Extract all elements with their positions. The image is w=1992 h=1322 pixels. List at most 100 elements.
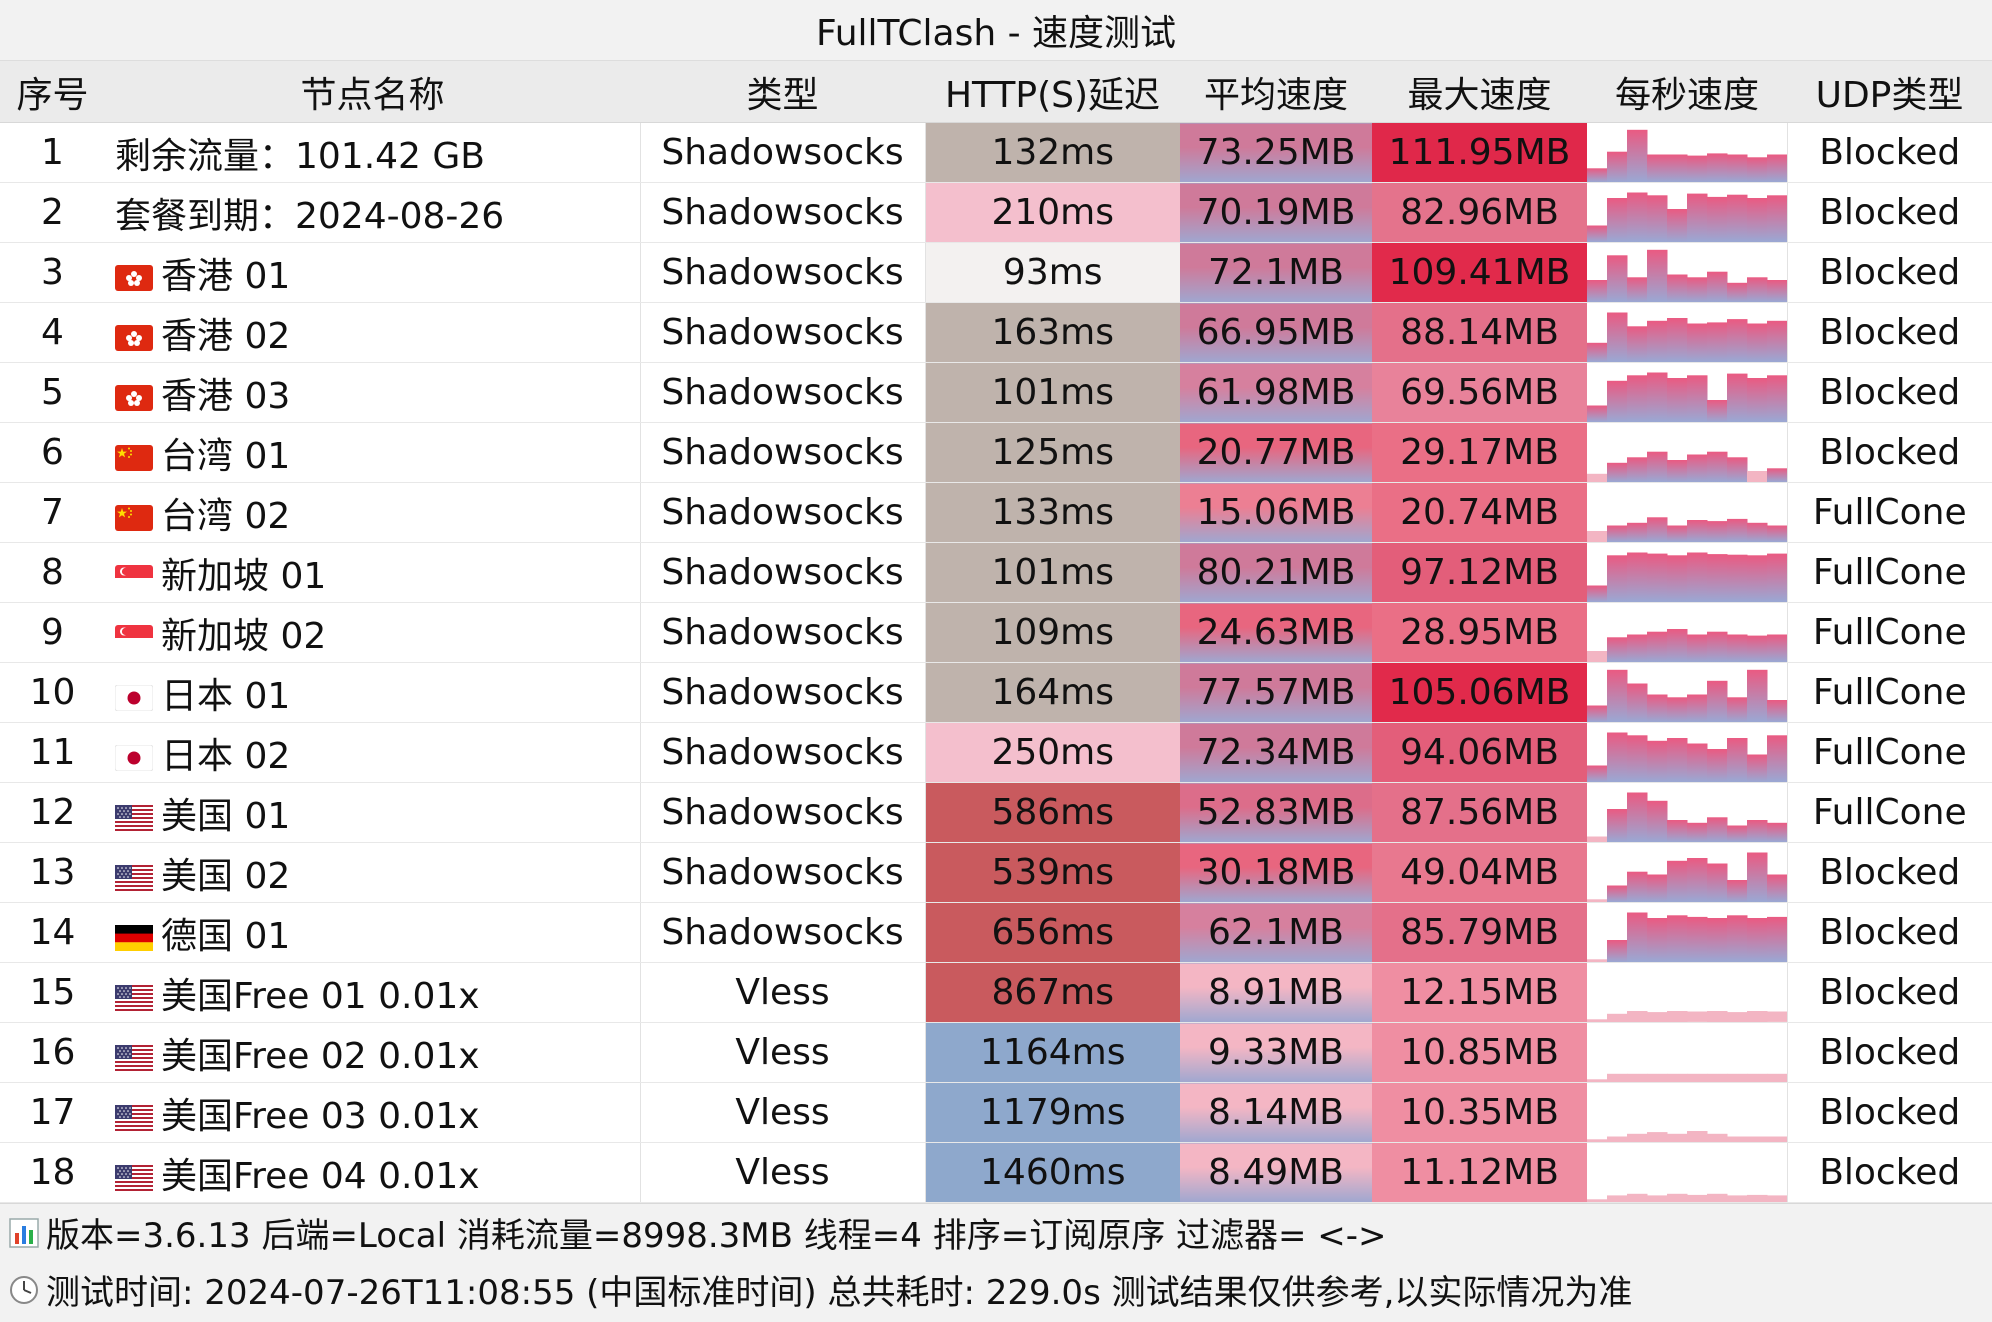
sparkline-bar [1707,1193,1728,1202]
table-row[interactable]: 5 香港 03 Shadowsocks 101ms 61.98MB 69.56MB Bloc… [0,362,1992,423]
us-flag-icon [115,804,153,831]
cell-udp-type: Blocked [1786,962,1992,1023]
cell-latency: 1164ms [925,1022,1180,1083]
sparkline-bar [1587,342,1608,362]
table-row[interactable]: 15 美国Free 01 0.01x Vless 867ms 8.91MB 12.15MB… [0,962,1992,1023]
sparkline-bar [1647,154,1668,182]
sparkline-svg [1587,451,1787,482]
cell-latency: 210ms [925,182,1180,243]
node-name-text: 香港 01 [161,255,291,297]
table-row[interactable]: 13 美国 02 Shadowsocks 539ms 30.18MB 49.04MB Blo… [0,842,1992,903]
table-row[interactable]: 16 美国Free 02 0.01x Vless 1164ms 9.33MB 10.85M… [0,1022,1992,1083]
header-max-speed[interactable]: 最大速度 [1372,61,1587,123]
sparkline-bar [1647,1073,1668,1082]
table-row[interactable]: 18 美国Free 04 0.01x Vless 1460ms 8.49MB 11.12M… [0,1142,1992,1203]
sparkline-bar [1667,460,1688,482]
sparkline-bar [1627,457,1648,482]
sparkline-bar [1647,553,1668,602]
cell-type: Vless [640,1022,926,1083]
cell-udp-type: Blocked [1786,1142,1992,1203]
sparkline-svg [1587,912,1787,962]
sparkline-bar [1667,697,1688,722]
node-name-text: 香港 02 [161,315,291,357]
clock-icon [8,1274,40,1306]
table-row[interactable]: 9 新加坡 02 Shadowsocks 109ms 24.63MB 28.95MB Ful… [0,602,1992,663]
table-body: 1 剩余流量：101.42 GB Shadowsocks 132ms 73.25MB 11… [0,122,1992,1203]
speed-sparkline [1587,183,1787,242]
cell-max-speed: 20.74MB [1372,482,1587,543]
cell-type: Shadowsocks [640,302,926,363]
table-row[interactable]: 8 新加坡 01 Shadowsocks 101ms 80.21MB 97.12MB Ful… [0,542,1992,603]
sparkline-bar [1687,277,1708,302]
cell-index: 18 [0,1142,105,1203]
cell-node-name: 剩余流量：101.42 GB [105,122,641,183]
node-name-text: 台湾 01 [161,435,291,477]
cell-max-speed: 28.95MB [1372,602,1587,663]
table-row[interactable]: 1 剩余流量：101.42 GB Shadowsocks 132ms 73.25MB 11… [0,122,1992,183]
cell-type: Shadowsocks [640,842,926,903]
sparkline-bar [1687,916,1708,962]
sparkline-bar [1707,918,1728,962]
table-row[interactable]: 17 美国Free 03 0.01x Vless 1179ms 8.14MB 10.35M… [0,1082,1992,1143]
sparkline-bar [1627,912,1648,962]
hong-kong-flag-icon [115,264,153,291]
cell-udp-type: Blocked [1786,842,1992,903]
sparkline-bar [1767,874,1787,902]
sparkline-bar [1687,1131,1708,1142]
sparkline-bar [1767,525,1787,542]
sparkline-bar [1647,631,1668,662]
sparkline-bar [1747,555,1768,602]
sparkline-bar [1607,555,1628,602]
cell-node-name: 日本 01 [105,662,641,723]
header-udp-type[interactable]: UDP类型 [1787,61,1992,123]
table-row[interactable]: 10 日本 01 Shadowsocks 164ms 77.57MB 105.06MB Fu… [0,662,1992,723]
cell-index: 17 [0,1082,105,1143]
table-row[interactable]: 4 香港 02 Shadowsocks 163ms 66.95MB 88.14MB Bloc… [0,302,1992,363]
header-latency[interactable]: HTTP(S)延迟 [925,61,1180,123]
sparkline-bar [1607,1136,1628,1142]
cell-latency: 101ms [925,362,1180,423]
header-type[interactable]: 类型 [640,61,925,123]
singapore-flag-icon [115,564,153,591]
cell-per-second-speed [1587,662,1787,723]
taiwan-flag-icon [115,504,153,531]
sparkline-bar [1667,555,1688,602]
table-row[interactable]: 14 德国 01 Shadowsocks 656ms 62.1MB 85.79MB Bloc… [0,902,1992,963]
cell-udp-type: Blocked [1786,242,1992,303]
cell-avg-speed: 61.98MB [1180,362,1372,423]
sparkline-bar [1727,1136,1748,1142]
sparkline-bar [1767,195,1787,242]
sparkline-bar [1707,554,1728,602]
table-row[interactable]: 11 日本 02 Shadowsocks 250ms 72.34MB 94.06MB Ful… [0,722,1992,783]
germany-flag-icon [115,924,153,951]
sparkline-bar [1747,277,1768,302]
cell-per-second-speed [1587,182,1787,243]
sparkline-bar [1687,694,1708,722]
sparkline-bar [1667,915,1688,962]
header-per-second-speed[interactable]: 每秒速度 [1587,61,1787,123]
cell-max-speed: 85.79MB [1372,902,1587,963]
cell-per-second-speed [1587,722,1787,783]
sparkline-bar [1727,154,1748,182]
header-node-name[interactable]: 节点名称 [105,61,640,123]
cell-latency: 1179ms [925,1082,1180,1143]
sparkline-bar [1647,918,1668,962]
sparkline-bar [1647,517,1668,542]
table-row[interactable]: 3 香港 01 Shadowsocks 93ms 72.1MB 109.41MB Block… [0,242,1992,303]
cell-udp-type: Blocked [1786,902,1992,963]
cell-max-speed: 82.96MB [1372,182,1587,243]
table-row[interactable]: 7 台湾 02 Shadowsocks 133ms 15.06MB 20.74MB Full… [0,482,1992,543]
cell-udp-type: FullCone [1786,662,1992,723]
cell-per-second-speed [1587,242,1787,303]
taiwan-flag-icon [115,444,153,471]
table-row[interactable]: 2 套餐到期：2024-08-26 Shadowsocks 210ms 70.19MB 8… [0,182,1992,243]
cell-latency: 164ms [925,662,1180,723]
header-avg-speed[interactable]: 平均速度 [1180,61,1372,123]
sparkline-bar [1687,454,1708,482]
cell-max-speed: 105.06MB [1372,662,1587,723]
sparkline-bar [1587,473,1608,482]
sparkline-bar [1727,554,1748,602]
table-row[interactable]: 6 台湾 01 Shadowsocks 125ms 20.77MB 29.17MB Bloc… [0,422,1992,483]
table-row[interactable]: 12 美国 01 Shadowsocks 586ms 52.83MB 87.56MB Ful… [0,782,1992,843]
header-index[interactable]: 序号 [0,61,105,123]
